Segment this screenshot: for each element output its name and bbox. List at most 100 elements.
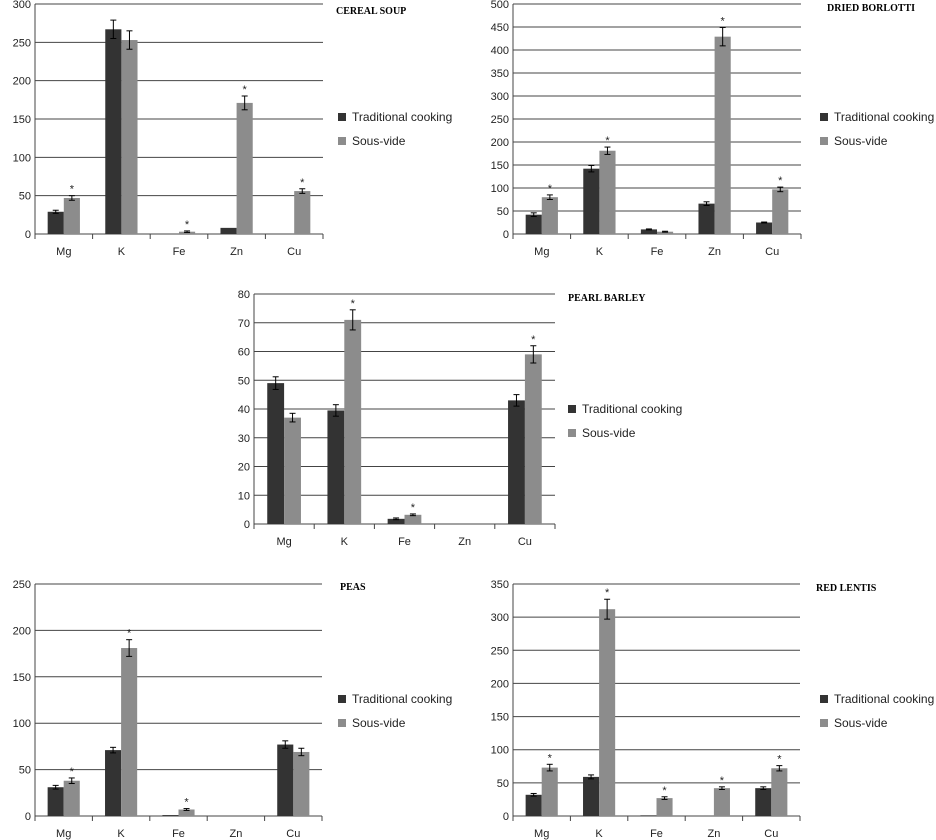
y-tick-label: 50	[238, 375, 250, 387]
significance-star: *	[411, 502, 416, 514]
chart-panel-cereal-soup: 0 50 100 150 200 250 300 Mg K Fe Zn Cu * * * * CEREAL SO…	[13, 0, 453, 258]
y-tick-label: 60	[238, 347, 250, 359]
significance-star: *	[351, 298, 356, 310]
y-tick-label: 400	[491, 45, 509, 57]
x-tick-label: Cu	[518, 536, 532, 548]
legend-swatch-traditional	[338, 695, 346, 703]
legend-label-traditional: Traditional cooking	[352, 692, 452, 706]
chart-title: PEAS	[340, 582, 366, 593]
sousvide-bar-fe	[178, 809, 195, 816]
chart-title: CEREAL SOUP	[336, 6, 406, 17]
legend-label-sousvide: Sous-vide	[834, 134, 888, 148]
significance-star: *	[127, 628, 132, 640]
y-tick-label: 100	[13, 152, 31, 164]
y-tick-label: 100	[491, 745, 509, 757]
x-tick-label: Cu	[764, 828, 778, 840]
sousvide-bar-mg	[541, 767, 558, 816]
x-tick-label: Fe	[173, 246, 186, 258]
x-tick-label: Fe	[650, 828, 663, 840]
y-tick-label: 100	[13, 718, 31, 730]
sousvide-bar-mg	[63, 197, 80, 234]
y-tick-label: 350	[491, 579, 509, 591]
chart-panel-pearl-barley: 0 10 20 30 40 50 60 70 80 Mg K Fe Zn Cu * * * PEARL BARLE…	[238, 289, 683, 548]
y-tick-label: 0	[503, 811, 509, 823]
y-tick-label: 200	[491, 678, 509, 690]
x-tick-label: Mg	[534, 246, 549, 258]
traditional-bar-cu	[277, 744, 294, 816]
traditional-bar-fe	[640, 815, 657, 816]
y-tick-label: 40	[238, 404, 250, 416]
legend-label-sousvide: Sous-vide	[834, 716, 888, 730]
sousvide-bar-cu	[524, 354, 542, 524]
y-tick-label: 200	[13, 625, 31, 637]
x-tick-label: Zn	[708, 246, 721, 258]
significance-star: *	[548, 752, 553, 764]
traditional-bar-k	[105, 750, 122, 816]
y-tick-label: 250	[491, 114, 509, 126]
chart-panel-dried-borlotti: 0 50 100 150 200 250 300 350 400 450 500 Mg K Fe Zn Cu *…	[491, 0, 935, 258]
significance-star: *	[605, 587, 610, 599]
legend-label-traditional: Traditional cooking	[582, 402, 682, 416]
traditional-bar-fe	[387, 518, 405, 524]
y-tick-label: 350	[491, 68, 509, 80]
y-tick-label: 200	[491, 137, 509, 149]
sousvide-bar-cu	[772, 189, 789, 234]
x-tick-label: Zn	[707, 828, 720, 840]
y-tick-label: 0	[244, 519, 250, 531]
legend-swatch-sousvide	[568, 429, 576, 437]
y-tick-label: 150	[491, 712, 509, 724]
traditional-bar-k	[583, 168, 600, 234]
x-tick-label: Mg	[56, 246, 71, 258]
sousvide-bar-mg	[63, 780, 80, 816]
significance-star: *	[243, 84, 248, 96]
y-tick-label: 10	[238, 490, 250, 502]
traditional-bar-mg	[525, 794, 542, 816]
traditional-bar-cu	[756, 222, 773, 234]
sousvide-bar-mg	[284, 417, 301, 524]
x-tick-label: K	[117, 828, 125, 840]
sousvide-bar-fe	[656, 798, 673, 816]
traditional-bar-k	[583, 776, 600, 816]
traditional-bar-k	[105, 29, 122, 234]
x-tick-label: Zn	[230, 246, 243, 258]
y-tick-label: 250	[13, 37, 31, 49]
x-tick-label: K	[596, 246, 604, 258]
y-tick-label: 450	[491, 22, 509, 34]
traditional-bar-mg	[47, 787, 64, 816]
sousvide-bar-fe	[404, 514, 422, 524]
significance-star: *	[548, 183, 553, 195]
legend-swatch-traditional	[820, 113, 828, 121]
x-tick-label: K	[118, 246, 126, 258]
y-tick-label: 200	[13, 76, 31, 88]
legend-swatch-traditional	[820, 695, 828, 703]
y-tick-label: 80	[238, 289, 250, 301]
traditional-bar-k	[327, 410, 345, 524]
sousvide-bar-zn	[236, 102, 253, 235]
traditional-bar-zn	[220, 227, 237, 234]
traditional-bar-zn	[698, 203, 715, 234]
x-tick-label: Fe	[651, 246, 664, 258]
y-tick-label: 50	[19, 191, 31, 203]
traditional-bar-mg	[525, 214, 542, 234]
significance-star: *	[70, 766, 75, 778]
sousvide-bar-k	[121, 648, 138, 816]
y-tick-label: 150	[13, 114, 31, 126]
legend-label-traditional: Traditional cooking	[834, 110, 934, 124]
traditional-bar-cu	[508, 400, 525, 524]
traditional-bar-fe	[640, 229, 657, 234]
legend-label-traditional: Traditional cooking	[834, 692, 934, 706]
x-tick-label: Cu	[287, 246, 301, 258]
x-tick-label: Cu	[765, 246, 779, 258]
sousvide-bar-cu	[771, 768, 788, 816]
x-tick-label: Cu	[286, 828, 300, 840]
x-tick-label: Mg	[534, 828, 549, 840]
y-tick-label: 50	[497, 206, 509, 218]
significance-star: *	[531, 334, 536, 346]
x-tick-label: Fe	[172, 828, 185, 840]
traditional-bar-cu	[755, 788, 772, 816]
y-tick-label: 0	[25, 811, 31, 823]
y-tick-label: 0	[503, 229, 509, 241]
significance-star: *	[70, 184, 75, 196]
sousvide-bar-k	[344, 319, 362, 524]
